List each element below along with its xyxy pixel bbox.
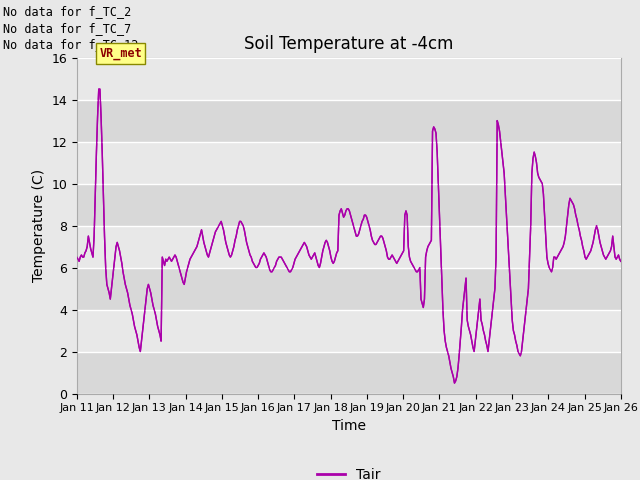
Bar	[77, 142, 621, 184]
X-axis label: Time: Time	[332, 419, 366, 433]
Bar	[77, 351, 621, 394]
Text: VR_met: VR_met	[99, 47, 142, 60]
Text: No data for f_TC_2: No data for f_TC_2	[3, 5, 131, 18]
Text: No data for f_TC_12: No data for f_TC_12	[3, 38, 139, 51]
Bar	[77, 310, 621, 351]
Y-axis label: Temperature (C): Temperature (C)	[31, 169, 45, 282]
Text: No data for f_TC_7: No data for f_TC_7	[3, 22, 131, 35]
Title: Soil Temperature at -4cm: Soil Temperature at -4cm	[244, 35, 454, 53]
Bar	[77, 184, 621, 226]
Bar	[77, 100, 621, 142]
Bar	[77, 58, 621, 100]
Bar	[77, 226, 621, 268]
Bar	[77, 268, 621, 310]
Legend: Tair: Tair	[312, 462, 386, 480]
